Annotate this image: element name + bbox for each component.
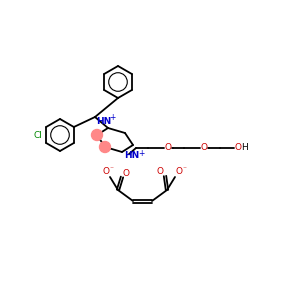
Text: O: O xyxy=(176,167,182,176)
Text: HN: HN xyxy=(124,152,140,160)
Text: H: H xyxy=(242,143,248,152)
Text: +: + xyxy=(138,148,144,158)
Circle shape xyxy=(100,142,110,152)
Text: O: O xyxy=(157,167,164,176)
Text: O: O xyxy=(122,169,130,178)
Text: Cl: Cl xyxy=(34,130,42,140)
Circle shape xyxy=(92,130,103,140)
Text: +: + xyxy=(109,113,115,122)
Text: O: O xyxy=(200,143,208,152)
Text: O: O xyxy=(103,167,110,176)
Text: O: O xyxy=(164,143,172,152)
Text: ⁻: ⁻ xyxy=(182,164,186,173)
Text: ⁻: ⁻ xyxy=(109,164,113,173)
Text: O: O xyxy=(235,143,242,152)
Text: HN: HN xyxy=(96,118,112,127)
